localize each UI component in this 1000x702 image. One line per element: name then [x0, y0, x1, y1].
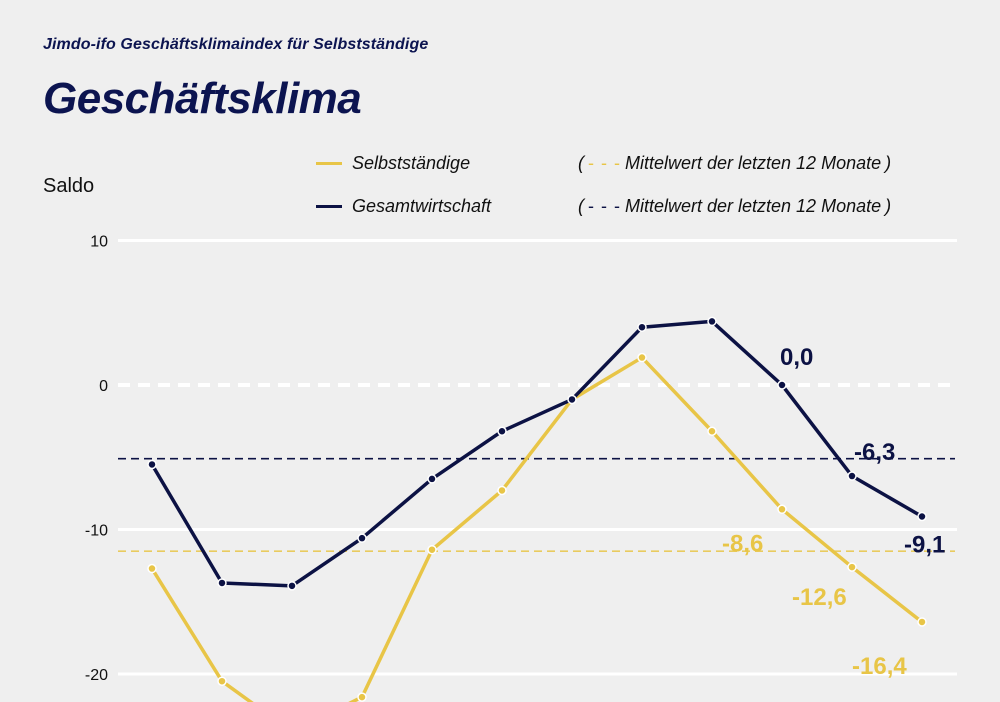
value-label: -9,1 — [904, 531, 945, 558]
paren-open: ( — [578, 196, 584, 216]
paren-close: ) — [885, 196, 892, 216]
y-tick-label: 0 — [99, 378, 108, 395]
legend-item-gesamtwirtschaft: Gesamtwirtschaft — [316, 196, 491, 217]
value-label: 0,0 — [780, 344, 813, 371]
data-point — [427, 544, 437, 555]
mean-lines — [118, 457, 955, 552]
data-series — [147, 316, 927, 702]
data-point — [217, 676, 227, 686]
legend-mean-gesamtwirtschaft: ( - - - Mittelwert der letzten 12 Monate… — [578, 196, 891, 217]
value-label: -12,6 — [792, 584, 847, 611]
data-point — [497, 426, 507, 436]
legend-mean-label: Mittelwert der letzten 12 Monate — [624, 153, 882, 173]
series-line — [150, 319, 924, 588]
data-point — [637, 322, 647, 332]
value-label: -6,3 — [854, 439, 895, 466]
data-point — [917, 511, 927, 522]
value-labels: -8,6 -12,6 -16,4 0,0 -6,3 -9,1 — [722, 344, 945, 680]
data-point — [357, 533, 367, 543]
legend-label: Gesamtwirtschaft — [352, 196, 492, 216]
y-axis-ticks: 10 0 -10 -20 — [85, 234, 108, 685]
y-tick-label: -20 — [85, 667, 108, 684]
data-point — [777, 380, 787, 390]
legend-item-selbststaendige: Selbstständige — [316, 153, 470, 174]
value-label: -16,4 — [852, 653, 907, 680]
data-point — [217, 578, 227, 588]
chart-subtitle: Jimdo-ifo Geschäftsklimaindex für Selbst… — [43, 36, 429, 53]
grid-lines — [118, 239, 957, 676]
y-tick-label: 10 — [90, 234, 108, 251]
y-tick-label: -10 — [85, 523, 108, 540]
legend-swatch-selbststaendige — [316, 162, 342, 165]
series-line — [150, 355, 924, 702]
y-axis-label: Saldo — [43, 175, 95, 197]
data-point — [847, 471, 857, 481]
data-point — [427, 474, 437, 484]
legend-label: Selbstständige — [352, 153, 471, 173]
data-point — [777, 504, 787, 515]
data-point — [917, 617, 927, 627]
legend-mean-label: Mittelwert der letzten 12 Monate — [624, 196, 882, 216]
value-label: -8,6 — [722, 530, 763, 557]
data-point — [357, 692, 367, 702]
data-point — [707, 316, 717, 327]
dashed-line-sample: - - - — [588, 153, 621, 173]
data-point — [637, 352, 647, 363]
chart-title: Geschäftsklima — [43, 74, 362, 123]
data-point — [147, 563, 157, 574]
legend-mean-selbststaendige: ( - - - Mittelwert der letzten 12 Monate… — [578, 153, 891, 174]
paren-open: ( — [578, 153, 584, 173]
data-point — [567, 394, 577, 405]
data-point — [847, 562, 857, 572]
legend-swatch-gesamtwirtschaft — [316, 205, 342, 208]
data-point — [707, 426, 717, 436]
data-point — [287, 581, 297, 591]
dashed-line-sample: - - - — [588, 196, 621, 216]
data-point — [497, 485, 507, 496]
data-point — [147, 459, 157, 470]
paren-close: ) — [885, 153, 892, 173]
